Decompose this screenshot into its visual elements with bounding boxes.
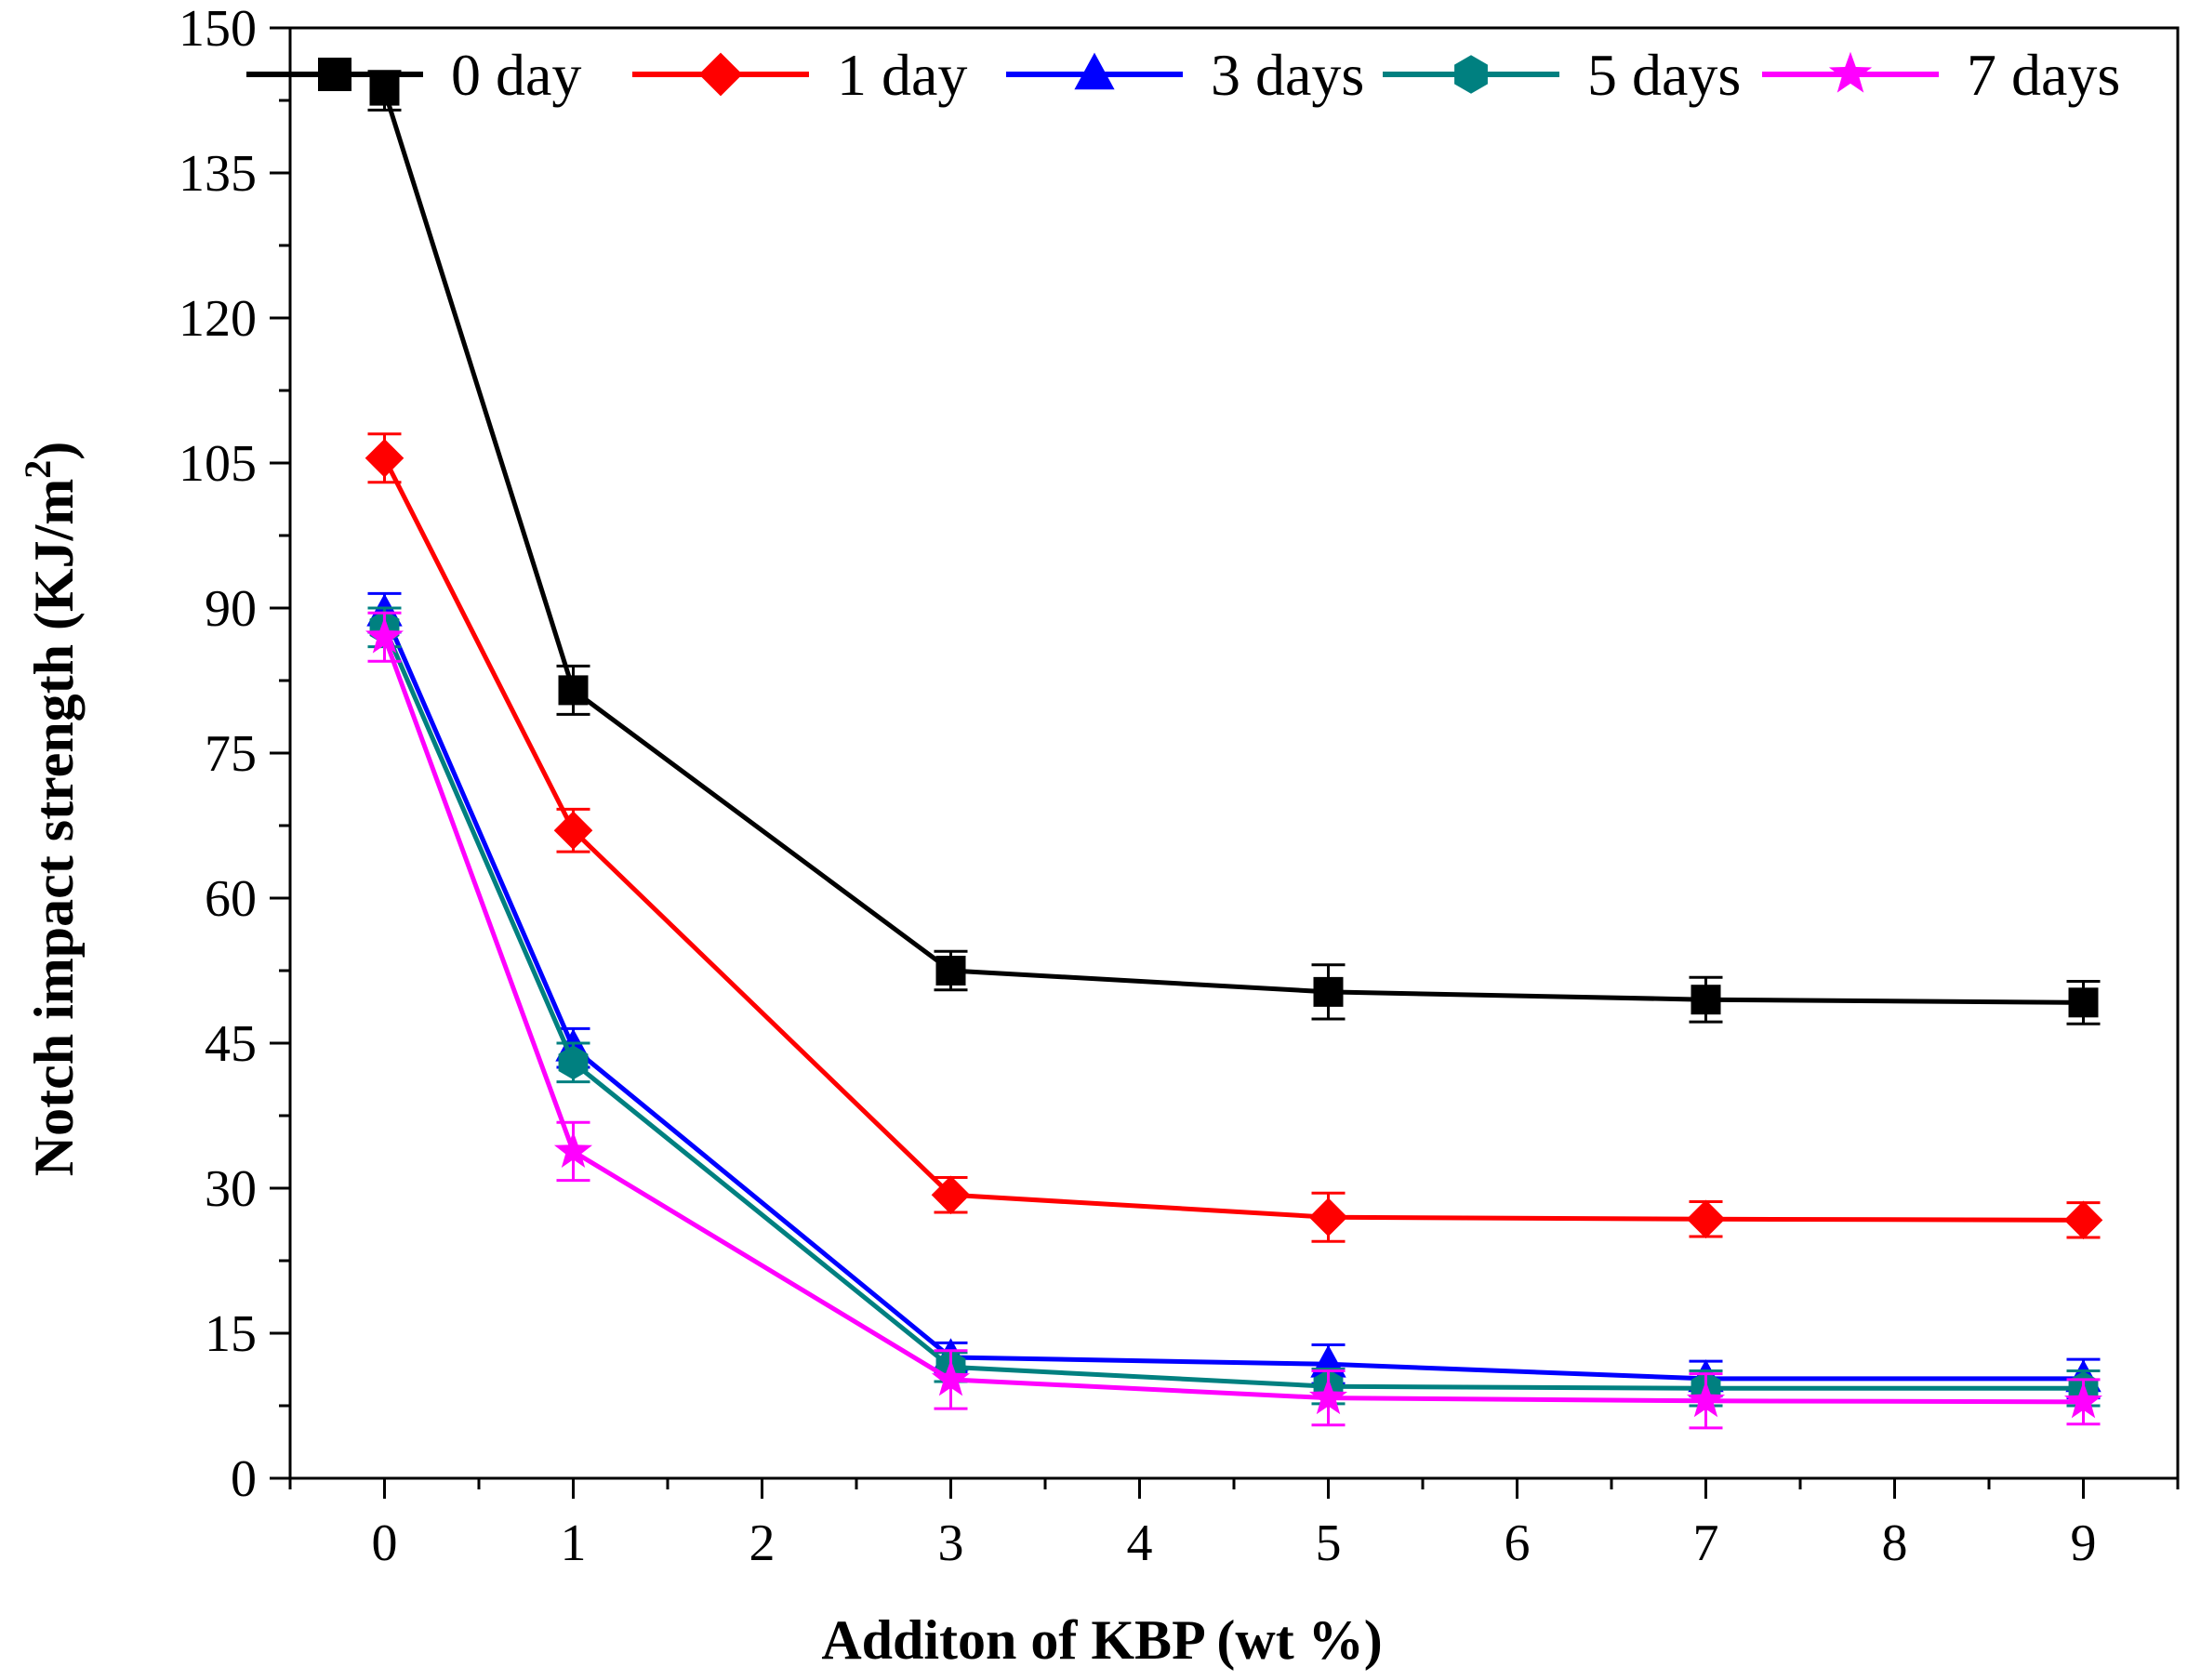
x-tick-label: 4 bbox=[1127, 1515, 1153, 1572]
y-tick-label: 150 bbox=[179, 0, 257, 58]
series-line bbox=[382, 456, 2084, 1223]
y-axis-title: Notch impact strength (KJ/m2) bbox=[17, 442, 85, 1176]
data-point bbox=[931, 1175, 971, 1215]
data-point bbox=[1686, 1199, 1726, 1239]
data-point bbox=[558, 675, 589, 706]
y-tick-label: 30 bbox=[205, 1160, 257, 1218]
y-axis: 0 15 30 45 60 75 90 105 120 135 150 bbox=[179, 0, 290, 1508]
series-layer bbox=[365, 70, 2103, 1430]
data-point bbox=[553, 811, 593, 850]
legend-label: 0 day bbox=[451, 42, 581, 108]
data-point bbox=[365, 616, 404, 654]
legend-label: 3 days bbox=[1211, 42, 1364, 108]
y-tick-label: 90 bbox=[205, 580, 257, 638]
x-tick-label: 6 bbox=[1505, 1515, 1531, 1572]
y-axis-title-main: Notch impact strength (KJ/m bbox=[23, 479, 85, 1176]
y-tick-label: 120 bbox=[179, 290, 257, 348]
y-tick-label: 135 bbox=[179, 145, 257, 203]
y-axis-title-close: ) bbox=[23, 442, 85, 460]
series-line bbox=[382, 89, 2084, 1005]
legend-marker bbox=[1828, 51, 1873, 93]
data-point bbox=[2063, 1382, 2103, 1419]
x-tick-label: 3 bbox=[938, 1515, 964, 1572]
legend-label: 7 days bbox=[1967, 42, 2120, 108]
y-tick-label: 15 bbox=[205, 1305, 257, 1363]
legend-label: 5 days bbox=[1587, 42, 1741, 108]
x-tick-label: 5 bbox=[1316, 1515, 1342, 1572]
data-point bbox=[1691, 985, 1721, 1015]
series-line bbox=[382, 636, 2084, 1405]
x-axis: 0 1 2 3 4 5 6 7 8 9 bbox=[288, 1478, 2180, 1572]
y-tick-label: 60 bbox=[205, 870, 257, 928]
series-1-day bbox=[365, 432, 2103, 1243]
data-point bbox=[1308, 1378, 1348, 1415]
data-point bbox=[2063, 1200, 2103, 1240]
legend-item-1-day: 1 day bbox=[632, 42, 967, 108]
data-point bbox=[553, 1131, 593, 1168]
data-point bbox=[931, 1359, 971, 1396]
x-tick-label: 9 bbox=[2071, 1515, 2097, 1572]
legend-item-7-days: 7 days bbox=[1762, 42, 2120, 108]
x-tick-label: 7 bbox=[1693, 1515, 1719, 1572]
legend-marker bbox=[318, 58, 351, 91]
x-tick-label: 2 bbox=[749, 1515, 776, 1572]
legend-label: 1 day bbox=[837, 42, 967, 108]
series-0-day bbox=[367, 70, 2101, 1025]
data-point bbox=[935, 956, 966, 986]
series-7-days bbox=[365, 611, 2103, 1430]
data-point bbox=[1313, 976, 1344, 1007]
y-axis-title-superscript: 2 bbox=[17, 460, 59, 479]
legend: 0 day 1 day 3 days 5 days 7 days bbox=[246, 42, 2120, 108]
legend-item-0-day: 0 day bbox=[246, 42, 581, 108]
legend-marker bbox=[698, 52, 743, 97]
x-tick-label: 8 bbox=[1882, 1515, 1908, 1572]
y-tick-label: 105 bbox=[179, 435, 257, 493]
legend-marker bbox=[1074, 52, 1115, 90]
series-line bbox=[382, 612, 2084, 1382]
data-point bbox=[1686, 1381, 1726, 1418]
legend-item-3-days: 3 days bbox=[1006, 42, 1364, 108]
x-axis-title: Additon of KBP (wt %) bbox=[821, 1609, 1382, 1671]
legend-marker bbox=[1454, 55, 1488, 94]
data-point bbox=[558, 1045, 589, 1080]
legend-item-5-days: 5 days bbox=[1383, 42, 1741, 108]
x-tick-label: 1 bbox=[561, 1515, 587, 1572]
y-tick-label: 45 bbox=[205, 1015, 257, 1073]
data-point bbox=[369, 75, 400, 106]
data-point bbox=[365, 439, 404, 478]
data-point bbox=[2068, 987, 2099, 1018]
y-tick-label: 0 bbox=[231, 1450, 257, 1508]
data-point bbox=[1308, 1197, 1348, 1237]
y-tick-label: 75 bbox=[205, 725, 257, 783]
x-tick-label: 0 bbox=[372, 1515, 398, 1572]
series-line bbox=[382, 626, 2084, 1391]
